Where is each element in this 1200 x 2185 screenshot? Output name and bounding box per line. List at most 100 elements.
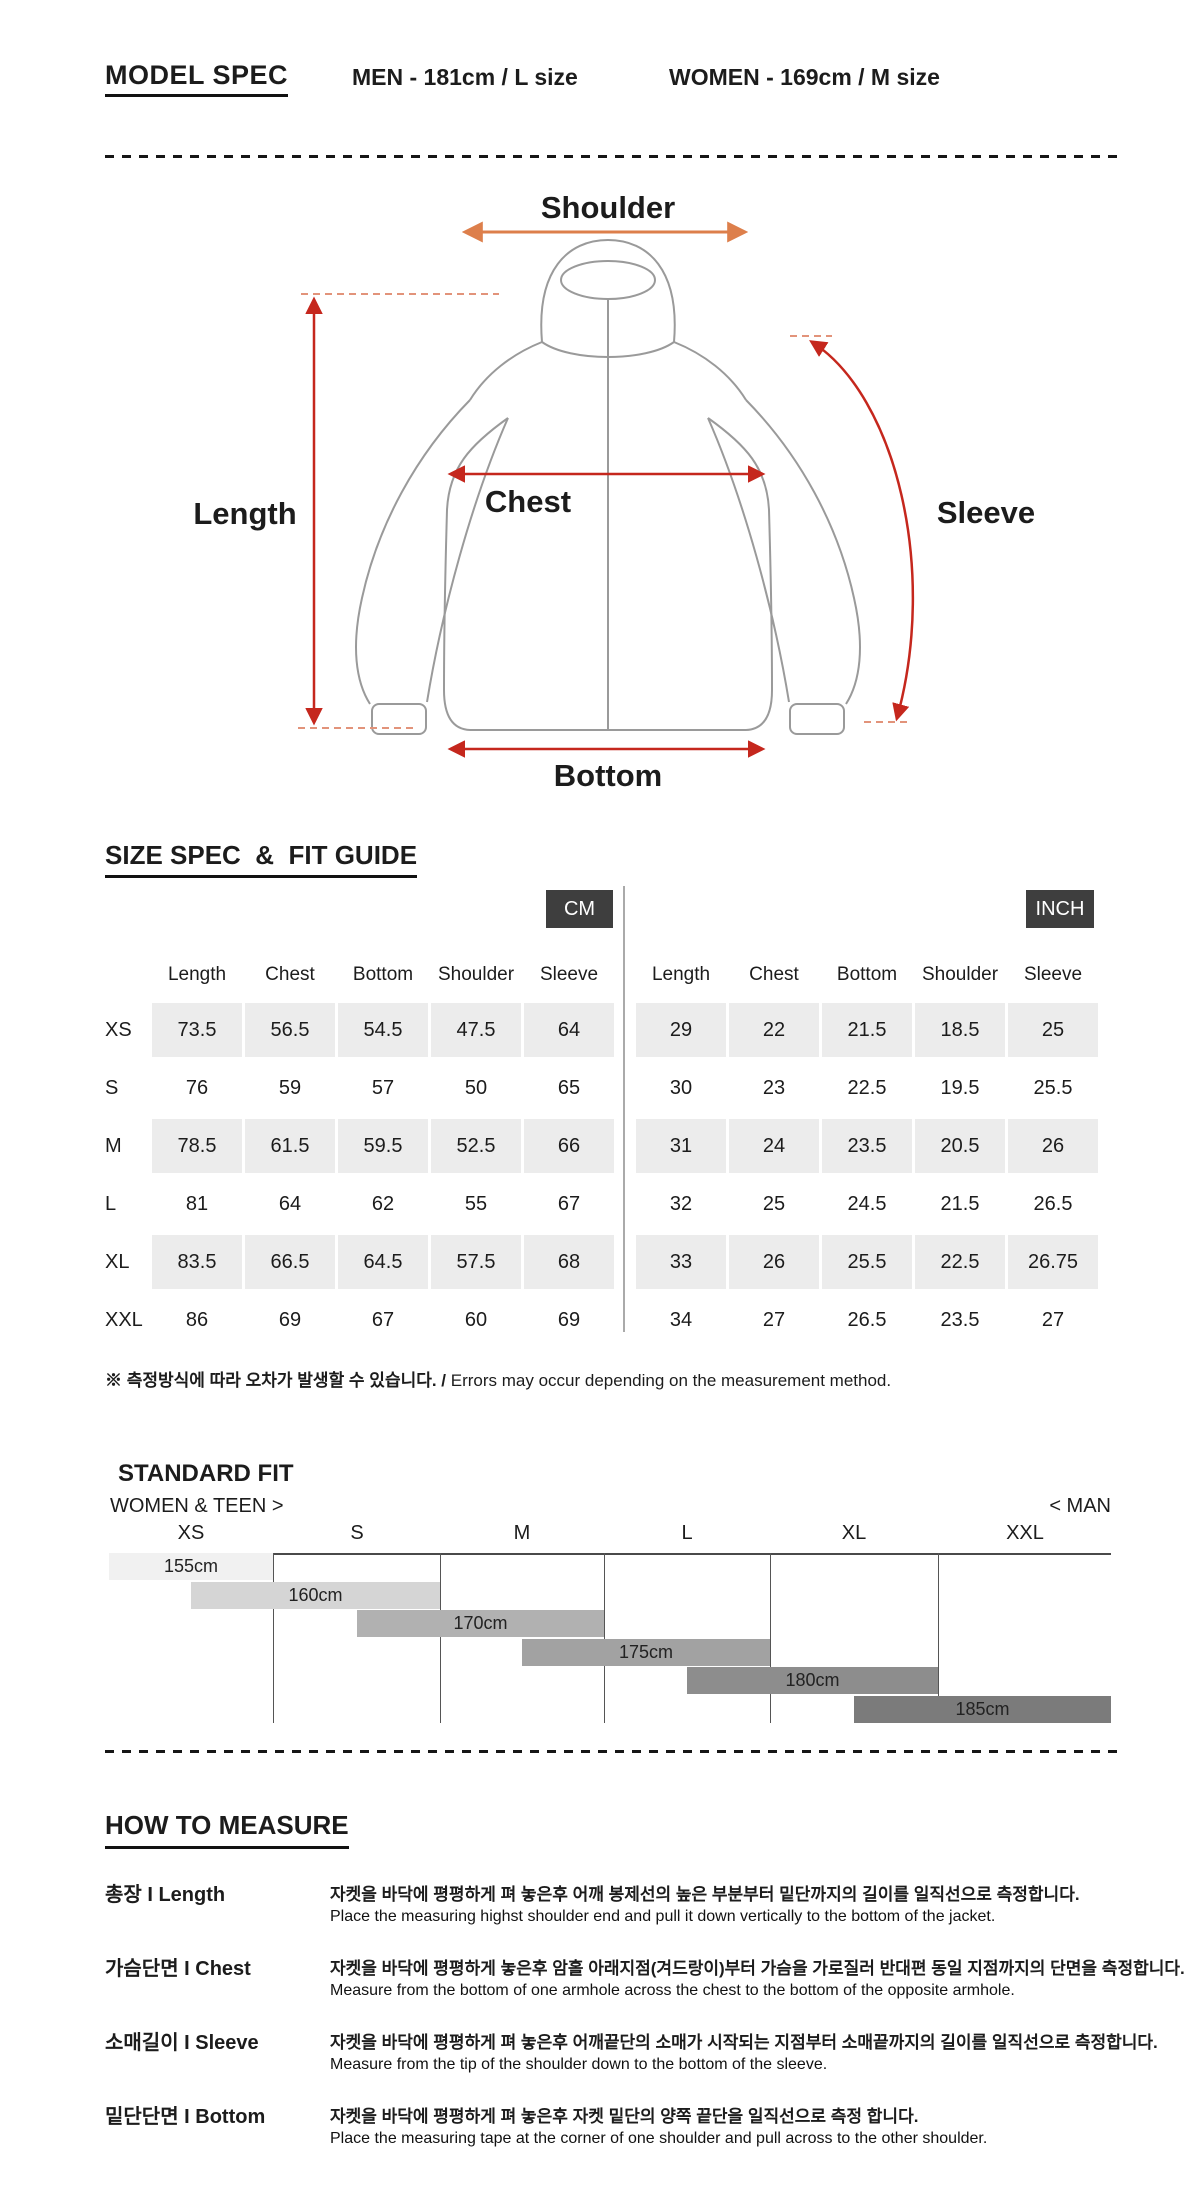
cm-cell: 67 xyxy=(557,1192,581,1215)
cm-unit-badge: CM xyxy=(546,890,613,928)
fit-col-xs: XS xyxy=(177,1522,205,1544)
page-title: MODEL SPEC xyxy=(105,60,289,97)
size-row-label: L xyxy=(105,1192,117,1215)
size-row-label: M xyxy=(105,1134,122,1157)
cm-cell: 81 xyxy=(185,1192,209,1215)
inch-cell: 23.5 xyxy=(822,1119,912,1173)
inch-cell: 25 xyxy=(762,1192,786,1215)
cm-cell: 64.5 xyxy=(338,1235,428,1289)
standard-fit-title: STANDARD FIT xyxy=(118,1460,294,1487)
divider-dashed-top xyxy=(105,155,1118,158)
size-row-label: XS xyxy=(105,1018,132,1041)
left-cuff xyxy=(371,703,427,735)
inch-cell: 26 xyxy=(729,1235,819,1289)
inch-table-header: Length Chest Bottom Shoulder Sleeve xyxy=(636,955,1098,995)
inch-cell: 26.5 xyxy=(847,1308,887,1331)
inch-col-length: Length xyxy=(651,964,711,985)
measure-row-desc-ko: 자켓을 바닥에 평평하게 펴 놓은후 자켓 밑단의 양쪽 끝단을 일직선으로 측… xyxy=(330,2107,919,2126)
measurement-note-ko: ※ 측정방식에 따라 오차가 발생할 수 있습니다. / xyxy=(105,1371,447,1390)
cm-cell: 52.5 xyxy=(431,1119,521,1173)
fit-col-s: S xyxy=(350,1522,364,1544)
right-body-seam xyxy=(707,417,774,731)
inch-cell: 30 xyxy=(669,1076,693,1099)
cm-col-chest: Chest xyxy=(265,964,315,985)
guide-dashes xyxy=(298,293,910,729)
inch-cell: 27 xyxy=(1041,1308,1065,1331)
inch-cell: 19.5 xyxy=(940,1076,980,1099)
cm-cell: 57 xyxy=(371,1076,395,1099)
right-cuff xyxy=(789,703,845,735)
fit-bar-175: 175cm xyxy=(522,1639,770,1666)
fit-bar-160: 160cm xyxy=(191,1582,440,1609)
measurement-note-en: Errors may occur depending on the measur… xyxy=(450,1371,892,1390)
inch-cell: 33 xyxy=(636,1235,726,1289)
measure-row-desc-ko: 자켓을 바닥에 평평하게 펴 놓은후 어깨 봉제선의 높은 부분부터 밑단까지의… xyxy=(330,1885,1080,1904)
cm-cell: 59.5 xyxy=(338,1119,428,1173)
cm-cell: 50 xyxy=(464,1076,488,1099)
jacket-outline xyxy=(355,238,861,735)
inch-col-sleeve: Sleeve xyxy=(1023,964,1083,985)
inch-col-chest: Chest xyxy=(749,964,799,985)
sleeve-arrow xyxy=(809,340,915,722)
fit-caption-women: WOMEN & TEEN > xyxy=(110,1495,284,1517)
cm-cell: 65 xyxy=(557,1076,581,1099)
measure-row-label: 소매길이 I Sleeve xyxy=(105,2032,259,2054)
left-sleeve-inner xyxy=(426,417,509,703)
measure-row-desc-en: Measure from the bottom of one armhole a… xyxy=(330,1982,1015,1999)
cm-cell: 69 xyxy=(557,1308,581,1331)
inch-cell: 20.5 xyxy=(915,1119,1005,1173)
cm-cell: 83.5 xyxy=(152,1235,242,1289)
inch-cell: 26 xyxy=(1008,1119,1098,1173)
table-divider-line xyxy=(623,886,625,1332)
measure-row-label: 밑단단면 I Bottom xyxy=(105,2106,266,2128)
inch-cell: 21.5 xyxy=(822,1003,912,1057)
left-body-seam xyxy=(442,417,509,731)
right-sleeve-outer xyxy=(745,399,861,705)
cm-cell: 60 xyxy=(464,1308,488,1331)
left-sleeve-outer xyxy=(355,399,471,705)
chest-label: Chest xyxy=(485,484,571,519)
cm-cell: 61.5 xyxy=(245,1119,335,1173)
fit-tick xyxy=(938,1553,939,1723)
inch-cell: 32 xyxy=(669,1192,693,1215)
inch-cell: 25.5 xyxy=(1033,1076,1073,1099)
cm-cell: 73.5 xyxy=(152,1003,242,1057)
inch-cell: 34 xyxy=(669,1308,693,1331)
cm-cell: 67 xyxy=(371,1308,395,1331)
right-sleeve-inner xyxy=(707,417,790,703)
cm-cell: 69 xyxy=(278,1308,302,1331)
inch-cell: 25 xyxy=(1008,1003,1098,1057)
inch-cell: 26.75 xyxy=(1008,1235,1098,1289)
measure-row-label: 총장 I Length xyxy=(105,1884,226,1906)
cm-cell: 62 xyxy=(371,1192,395,1215)
size-row-label: XL xyxy=(105,1250,130,1273)
fit-tick xyxy=(770,1553,771,1723)
cm-cell: 59 xyxy=(278,1076,302,1099)
cm-cell: 57.5 xyxy=(431,1235,521,1289)
inch-cell: 22.5 xyxy=(915,1235,1005,1289)
measure-row-desc-en: Place the measuring tape at the corner o… xyxy=(330,2130,988,2147)
inch-cell: 24 xyxy=(729,1119,819,1173)
inch-cell: 31 xyxy=(636,1119,726,1173)
cm-cell: 66.5 xyxy=(245,1235,335,1289)
inch-cell: 21.5 xyxy=(940,1192,980,1215)
measure-row-label: 가슴단면 I Chest xyxy=(105,1958,251,1980)
size-row-label: XXL xyxy=(105,1308,143,1331)
fit-col-xxl: XXL xyxy=(1006,1522,1044,1544)
cm-cell: 54.5 xyxy=(338,1003,428,1057)
inch-cell: 25.5 xyxy=(822,1235,912,1289)
size-spec-title: SIZE SPEC & FIT GUIDE xyxy=(105,840,418,878)
cm-col-bottom: Bottom xyxy=(352,964,414,985)
cm-col-shoulder: Shoulder xyxy=(437,964,515,985)
size-row-label: S xyxy=(105,1076,119,1099)
fit-bar-170: 170cm xyxy=(357,1610,604,1637)
model-spec-men: MEN - 181cm / L size xyxy=(352,64,578,90)
model-spec-women: WOMEN - 169cm / M size xyxy=(669,64,940,90)
inch-col-bottom: Bottom xyxy=(836,964,898,985)
jacket-measure-diagram: Shoulder Length Chest Sleeve Bottom xyxy=(193,190,1035,790)
left-shoulder-line xyxy=(469,341,543,401)
divider-dashed-bottom xyxy=(105,1750,1118,1753)
fit-col-xl: XL xyxy=(841,1522,867,1544)
right-shoulder-line xyxy=(673,341,747,401)
